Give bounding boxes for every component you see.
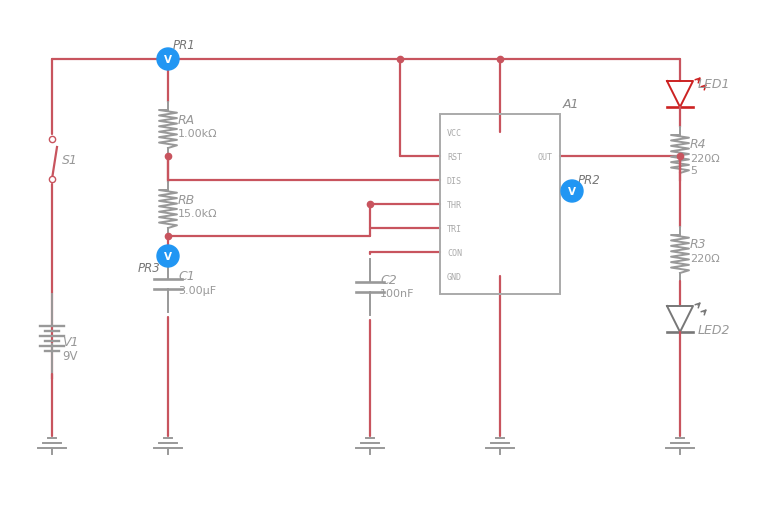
Text: CON: CON <box>447 248 462 257</box>
Text: THR: THR <box>447 200 462 209</box>
Text: 9V: 9V <box>62 350 77 363</box>
Text: 220Ω: 220Ω <box>690 253 720 264</box>
Text: V: V <box>164 55 172 65</box>
Text: R3: R3 <box>690 238 707 251</box>
Text: 3.00µF: 3.00µF <box>178 286 216 295</box>
Text: LED1: LED1 <box>698 78 731 91</box>
Text: RB: RB <box>178 193 195 206</box>
Circle shape <box>561 181 583 203</box>
Text: C2: C2 <box>380 273 397 286</box>
Text: 15.0kΩ: 15.0kΩ <box>178 209 218 218</box>
Text: V: V <box>568 187 576 196</box>
Text: OUT: OUT <box>538 152 553 161</box>
Text: RST: RST <box>447 152 462 161</box>
Text: TRI: TRI <box>447 224 462 233</box>
Text: GND: GND <box>447 272 462 281</box>
Text: PR1: PR1 <box>173 39 196 52</box>
Text: PR3: PR3 <box>138 262 161 274</box>
Text: V: V <box>164 251 172 262</box>
Text: 220Ω: 220Ω <box>690 154 720 164</box>
Text: 5: 5 <box>690 165 697 176</box>
Text: 1.00kΩ: 1.00kΩ <box>178 129 218 139</box>
Text: R4: R4 <box>690 138 707 151</box>
Text: S1: S1 <box>62 153 78 166</box>
Text: 100nF: 100nF <box>380 289 414 298</box>
Circle shape <box>157 49 179 71</box>
Text: VCC: VCC <box>447 128 462 137</box>
Text: LED2: LED2 <box>698 323 731 336</box>
Text: PR2: PR2 <box>578 174 601 187</box>
Text: C1: C1 <box>178 270 195 283</box>
Text: V1: V1 <box>62 336 79 349</box>
Bar <box>440 115 560 294</box>
Text: DIS: DIS <box>447 176 462 185</box>
Circle shape <box>157 245 179 267</box>
Text: A1: A1 <box>563 98 580 111</box>
Text: RA: RA <box>178 114 195 126</box>
